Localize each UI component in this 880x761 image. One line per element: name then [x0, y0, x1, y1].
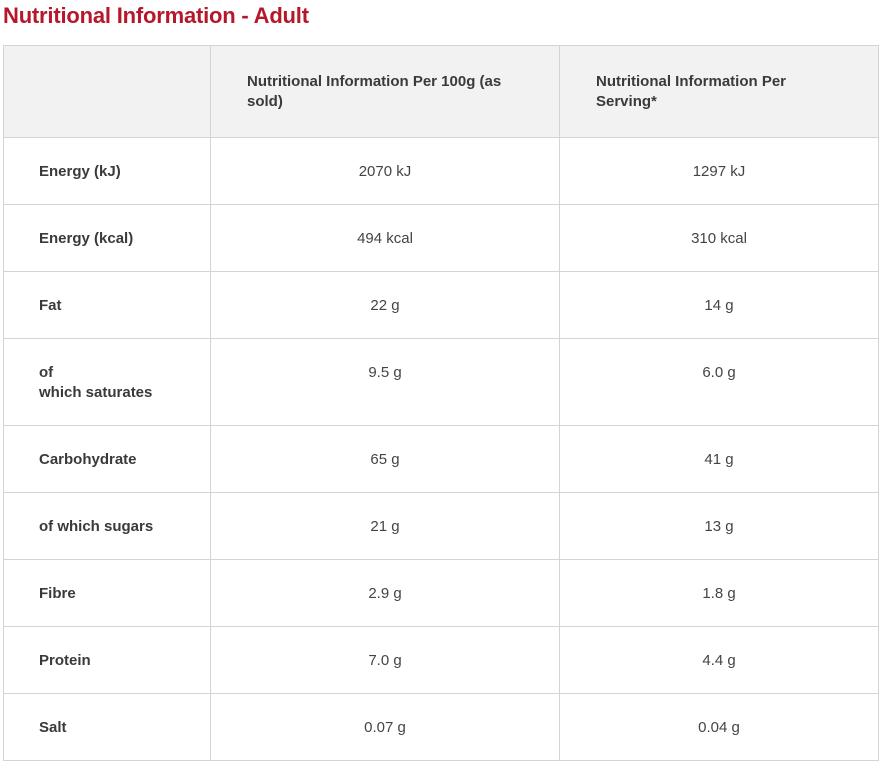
table-row: Salt 0.07 g 0.04 g	[3, 693, 879, 761]
row-label: of which saturates	[3, 338, 211, 426]
row-label: Energy (kcal)	[3, 204, 211, 272]
row-label: Fibre	[3, 559, 211, 627]
value-per-serving: 1297 kJ	[559, 137, 879, 205]
table-row: Carbohydrate 65 g 41 g	[3, 425, 879, 493]
value-per-100g: 21 g	[210, 492, 560, 560]
row-label: Salt	[3, 693, 211, 761]
value-per-100g: 2.9 g	[210, 559, 560, 627]
value-per-100g: 9.5 g	[210, 338, 560, 426]
value-per-100g: 65 g	[210, 425, 560, 493]
value-per-100g: 2070 kJ	[210, 137, 560, 205]
table-row: of which sugars 21 g 13 g	[3, 492, 879, 560]
value-per-100g: 494 kcal	[210, 204, 560, 272]
value-per-serving: 13 g	[559, 492, 879, 560]
header-per-100g-label: Nutritional Information Per 100g (as sol…	[247, 72, 502, 110]
value-per-serving: 6.0 g	[559, 338, 879, 426]
value-per-serving: 1.8 g	[559, 559, 879, 627]
table-row: Energy (kcal) 494 kcal 310 kcal	[3, 204, 879, 272]
row-label-line: of	[39, 364, 54, 381]
value-per-100g: 7.0 g	[210, 626, 560, 694]
row-label: Fat	[3, 271, 211, 339]
table-row: of which saturates 9.5 g 6.0 g	[3, 338, 879, 426]
row-label: Protein	[3, 626, 211, 694]
table-row: Fat 22 g 14 g	[3, 271, 879, 339]
header-blank-cell	[3, 45, 211, 138]
value-per-serving: 41 g	[559, 425, 879, 493]
header-per-serving-label: Nutritional Information Per Serving*	[596, 72, 787, 110]
table-row: Fibre 2.9 g 1.8 g	[3, 559, 879, 627]
table-row: Protein 7.0 g 4.4 g	[3, 626, 879, 694]
table-row: Energy (kJ) 2070 kJ 1297 kJ	[3, 137, 879, 205]
row-label: of which sugars	[3, 492, 211, 560]
row-label: Carbohydrate	[3, 425, 211, 493]
nutrition-table: Nutritional Information Per 100g (as sol…	[3, 45, 879, 761]
header-per-serving: Nutritional Information Per Serving*	[559, 45, 879, 138]
table-header-row: Nutritional Information Per 100g (as sol…	[3, 45, 879, 138]
value-per-100g: 0.07 g	[210, 693, 560, 761]
value-per-serving: 4.4 g	[559, 626, 879, 694]
value-per-serving: 14 g	[559, 271, 879, 339]
row-label-line: which saturates	[39, 384, 153, 401]
value-per-serving: 0.04 g	[559, 693, 879, 761]
value-per-serving: 310 kcal	[559, 204, 879, 272]
value-per-100g: 22 g	[210, 271, 560, 339]
row-label: Energy (kJ)	[3, 137, 211, 205]
header-per-100g: Nutritional Information Per 100g (as sol…	[210, 45, 560, 138]
page-title: Nutritional Information - Adult	[3, 3, 309, 28]
